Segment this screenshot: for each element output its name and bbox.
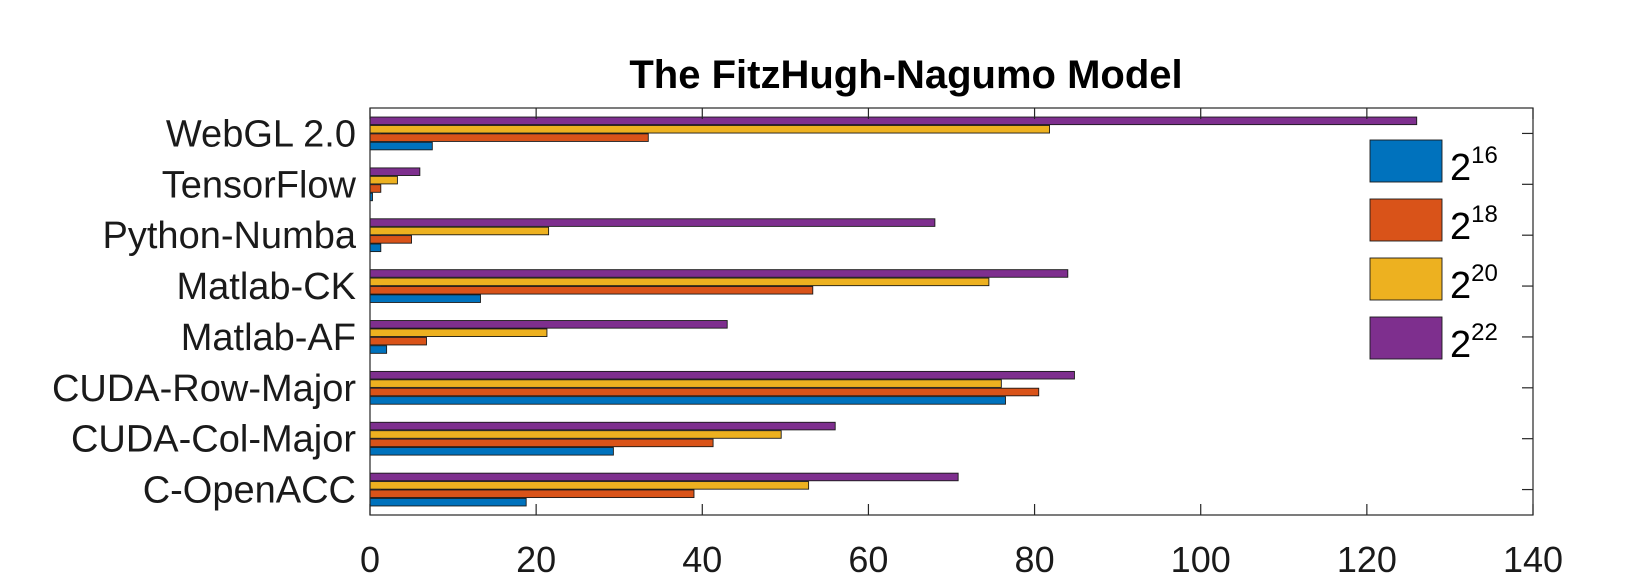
bar	[369, 497, 527, 507]
bar	[369, 243, 382, 253]
x-tick-label: 60	[848, 539, 888, 580]
legend-swatch	[1369, 316, 1443, 360]
bar	[369, 226, 550, 236]
category-label: WebGL 2.0	[166, 113, 356, 155]
legend-label-base: 2	[1450, 265, 1471, 307]
legend-swatch	[1369, 257, 1443, 301]
bar	[369, 489, 695, 499]
bar	[369, 175, 398, 185]
bar	[369, 481, 810, 490]
bars-group	[369, 116, 1418, 507]
legend-label-exponent: 18	[1471, 201, 1498, 228]
bar	[369, 370, 1075, 380]
bar	[369, 447, 614, 456]
bar	[369, 184, 382, 193]
bar	[369, 472, 959, 482]
bar	[369, 133, 649, 142]
legend-label-exponent: 20	[1471, 260, 1498, 287]
bar	[369, 218, 936, 227]
bar	[369, 430, 782, 439]
bar	[369, 379, 1002, 388]
bar	[369, 167, 421, 176]
bar	[369, 269, 1069, 278]
bar	[369, 286, 814, 295]
x-tick-label: 20	[516, 539, 556, 580]
bar	[369, 328, 548, 337]
category-label: CUDA-Col-Major	[71, 419, 356, 461]
legend-label: 218	[1450, 201, 1498, 248]
category-label: Python-Numba	[103, 215, 357, 257]
legend-label-base: 2	[1450, 324, 1471, 366]
x-tick-label: 100	[1171, 539, 1231, 580]
x-tick-label: 140	[1503, 539, 1563, 580]
bar	[369, 320, 728, 329]
bar	[369, 345, 388, 354]
bar	[369, 124, 1050, 134]
legend-label: 216	[1450, 142, 1498, 189]
x-tick-label: 0	[360, 539, 380, 580]
plot-area-frame	[369, 107, 1534, 516]
bar	[369, 438, 714, 448]
category-label: C-OpenACC	[143, 470, 356, 512]
category-label: TensorFlow	[162, 164, 357, 206]
x-tick-label: 80	[1015, 539, 1055, 580]
x-tick-label: 120	[1337, 539, 1397, 580]
category-labels: WebGL 2.0 TensorFlow Python-Numba Matlab-CK…	[52, 113, 357, 511]
category-label: CUDA-Row-Major	[52, 368, 356, 410]
legend-swatch	[1369, 139, 1443, 183]
bar	[369, 396, 1006, 405]
legend-label-exponent: 16	[1471, 142, 1498, 169]
bar	[369, 387, 1040, 397]
category-label: Matlab-CK	[177, 266, 357, 308]
legend-swatch	[1369, 198, 1443, 242]
legend-label-exponent: 22	[1471, 319, 1498, 346]
bar	[369, 294, 481, 303]
bar	[369, 116, 1418, 126]
category-label: Matlab-AF	[181, 317, 356, 359]
x-tick-label: 40	[682, 539, 722, 580]
bar	[369, 421, 836, 431]
x-axis-ticks: 0 20 40 60 80 100 120 140	[360, 108, 1563, 580]
chart-title: The FitzHugh-Nagumo Model	[629, 53, 1182, 97]
bar	[369, 336, 427, 346]
bar	[369, 141, 433, 151]
legend-label-base: 2	[1450, 206, 1471, 248]
bar	[369, 235, 412, 244]
legend-label: 222	[1450, 319, 1498, 366]
legend-label: 220	[1450, 260, 1498, 307]
legend-label-base: 2	[1450, 147, 1471, 189]
bar	[369, 277, 990, 287]
